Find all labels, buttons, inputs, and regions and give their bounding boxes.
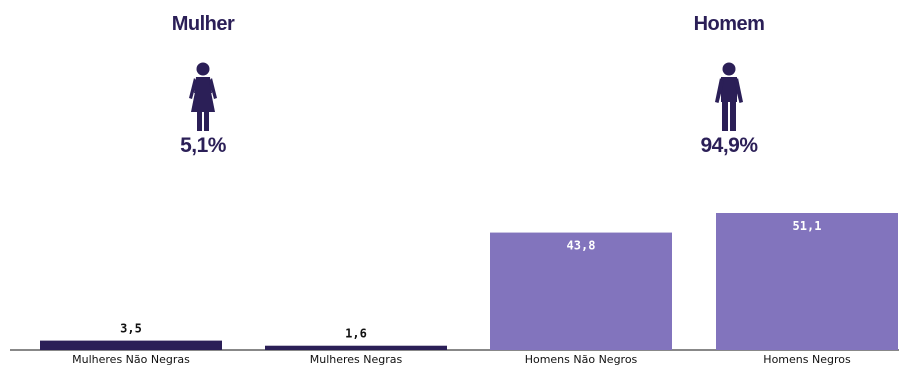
gender-group-woman: Mulher 5,1% [103, 10, 303, 158]
gender-group-man: Homem 94,9% [629, 10, 829, 158]
category-label-2: Homens Não Negros [525, 353, 638, 366]
man-group-title: Homem [693, 13, 765, 35]
bar-value-label-1: 1,6 [345, 327, 367, 341]
category-label-1: Mulheres Negras [310, 353, 403, 366]
bar-1 [265, 345, 447, 350]
category-label-3: Homens Negros [763, 353, 851, 366]
bar-chart: 3,5 Mulheres Não Negras 1,6 Mulheres Negras… [10, 213, 899, 366]
bar-value-label-3: 51,1 [793, 219, 822, 233]
bar-0 [40, 340, 222, 350]
woman-icon [103, 62, 303, 132]
bar-value-label-2: 43,8 [567, 239, 596, 253]
bar-value-label-0: 3,5 [120, 322, 142, 336]
bar-3 [716, 213, 898, 350]
category-label-0: Mulheres Não Negras [72, 353, 190, 366]
woman-percent: 5,1% [180, 134, 226, 157]
man-icon [629, 62, 829, 132]
bar-2 [490, 232, 672, 350]
woman-group-title: Mulher [171, 13, 235, 35]
man-percent: 94,9% [700, 134, 758, 157]
